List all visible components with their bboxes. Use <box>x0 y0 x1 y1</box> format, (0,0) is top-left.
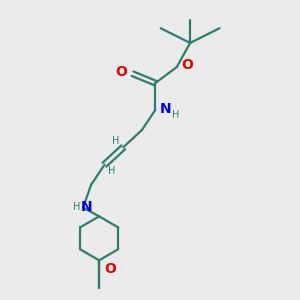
Text: H: H <box>73 202 80 212</box>
Text: N: N <box>80 200 92 214</box>
Text: H: H <box>112 136 119 146</box>
Text: O: O <box>115 65 127 80</box>
Text: O: O <box>182 58 194 72</box>
Text: N: N <box>159 102 171 116</box>
Text: H: H <box>172 110 179 120</box>
Text: O: O <box>104 262 116 276</box>
Text: H: H <box>108 167 116 176</box>
